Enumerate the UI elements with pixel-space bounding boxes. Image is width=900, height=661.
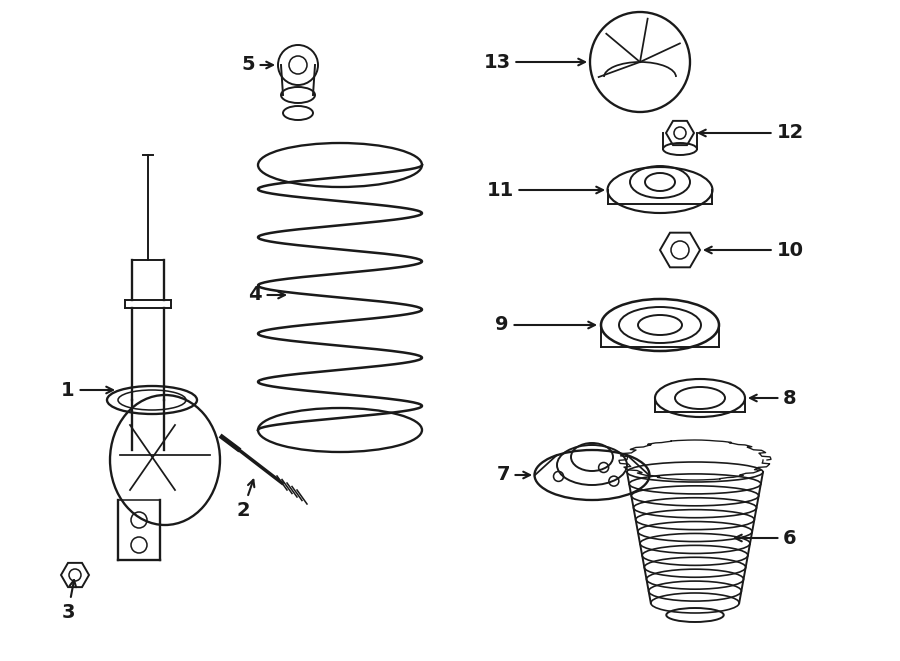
Text: 11: 11 [486, 180, 603, 200]
Text: 13: 13 [483, 52, 585, 71]
Text: 1: 1 [61, 381, 112, 399]
Text: 4: 4 [248, 286, 285, 305]
Text: 10: 10 [705, 241, 804, 260]
Text: 12: 12 [699, 124, 804, 143]
Text: 8: 8 [750, 389, 796, 407]
Text: 5: 5 [241, 56, 273, 75]
Text: 7: 7 [496, 465, 530, 485]
Text: 9: 9 [495, 315, 595, 334]
Text: 3: 3 [61, 580, 76, 621]
Text: 6: 6 [735, 529, 796, 547]
Text: 2: 2 [236, 480, 255, 520]
